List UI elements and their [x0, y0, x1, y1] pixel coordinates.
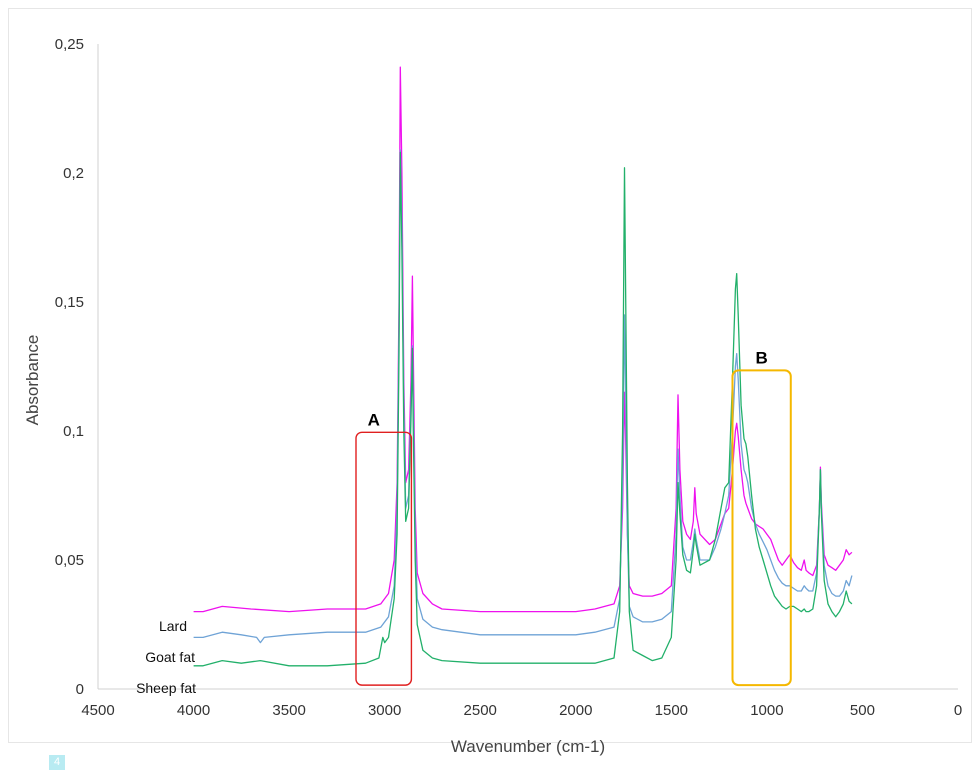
- y-tick-label: 0,05: [55, 552, 84, 569]
- x-tick-label: 2000: [559, 702, 592, 719]
- series-label-sheep-fat: Sheep fat: [136, 680, 196, 696]
- y-axis-title: Absorbance: [23, 335, 42, 426]
- region-box-b: [731, 369, 792, 687]
- region-box-a: [355, 431, 413, 686]
- region-label-a: A: [368, 410, 380, 429]
- x-tick-label: 1500: [655, 702, 688, 719]
- x-tick-label: 4500: [81, 702, 114, 719]
- series-line-sheep-fat: [193, 151, 853, 667]
- y-tick-label: 0,1: [63, 423, 84, 440]
- x-axis-title: Wavenumber (cm-1): [451, 737, 605, 756]
- highlight-regions: AB: [355, 348, 792, 687]
- y-tick-label: 0,25: [55, 36, 84, 53]
- x-tick-labels: 4500 4000 3500 3000 2500 2000 1500 1000 500 0: [81, 702, 962, 719]
- x-tick-label: 3000: [368, 702, 401, 719]
- x-tick-label: 1000: [750, 702, 783, 719]
- series-line-lard: [193, 66, 853, 613]
- x-tick-label: 2500: [464, 702, 497, 719]
- chart-frame: [8, 8, 972, 743]
- y-tick-label: 0,2: [63, 165, 84, 182]
- series-label-lard: Lard: [159, 618, 187, 634]
- region-label-b: B: [755, 348, 767, 367]
- series-lines: [193, 66, 853, 667]
- page-number-badge: 4: [49, 755, 65, 770]
- series-line-goat-fat: [193, 149, 853, 644]
- x-tick-label: 0: [954, 702, 962, 719]
- y-tick-label: 0: [76, 681, 84, 698]
- series-label-goat-fat: Goat fat: [145, 649, 195, 665]
- y-tick-label: 0,15: [55, 294, 84, 311]
- x-tick-label: 500: [850, 702, 875, 719]
- x-tick-label: 4000: [177, 702, 210, 719]
- x-tick-label: 3500: [272, 702, 305, 719]
- y-tick-labels: 0 0,05 0,1 0,15 0,2 0,25: [55, 36, 84, 698]
